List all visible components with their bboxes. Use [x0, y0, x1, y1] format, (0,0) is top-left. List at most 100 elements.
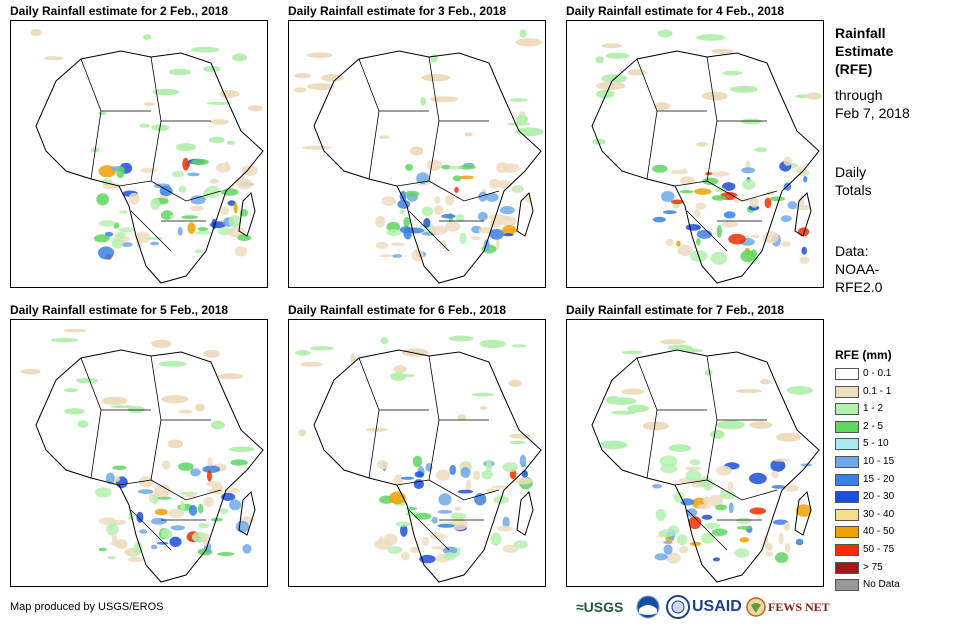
rainfall-patch: [685, 466, 702, 471]
rainfall-patch: [386, 229, 402, 236]
rainfall-patch: [750, 234, 760, 239]
legend-swatch: [835, 579, 859, 592]
rainfall-patch: [435, 469, 451, 481]
map-panel-feb6: [288, 319, 546, 587]
dhs-seal-logo: [666, 594, 690, 620]
rainfall-patch: [194, 249, 203, 254]
rainfall-patch: [670, 169, 688, 175]
rainfall-patch: [228, 446, 255, 453]
rainfall-patch: [172, 170, 185, 178]
rainfall-patch: [739, 537, 750, 543]
rainfall-patch: [167, 439, 184, 449]
rainfall-patch: [795, 204, 811, 211]
country-boundary: [238, 491, 256, 536]
rainfall-patch: [795, 504, 812, 517]
rainfall-patch: [749, 197, 759, 208]
rainfall-patch: [410, 146, 424, 156]
rainfall-patch: [157, 496, 172, 500]
rainfall-patch: [63, 328, 87, 333]
map-panel-feb7: [566, 319, 824, 587]
rainfall-patch: [679, 190, 694, 194]
rainfall-patch: [219, 89, 240, 98]
rainfall-patch: [397, 199, 410, 209]
rainfall-patch: [495, 238, 500, 250]
rainfall-patch: [159, 185, 173, 197]
rainfall-patch: [503, 233, 514, 237]
rainfall-patch: [300, 361, 323, 367]
rainfall-patch: [20, 368, 41, 375]
rainfall-patch: [234, 246, 248, 257]
rainfall-patch: [805, 92, 822, 100]
rainfall-patch: [210, 420, 225, 430]
rainfall-patch: [181, 215, 199, 220]
rainfall-patch: [202, 465, 221, 473]
legend-label: 1 - 2: [863, 403, 884, 415]
rainfall-patch: [485, 192, 499, 202]
rainfall-patch: [673, 491, 684, 503]
rainfall-patch: [64, 408, 85, 415]
rainfall-patch: [765, 551, 774, 557]
rainfall-patch: [663, 544, 673, 555]
rainfall-patch: [383, 533, 398, 546]
country-boundary: [118, 120, 162, 187]
rainfall-patch: [455, 214, 465, 223]
rainfall-patch: [419, 554, 436, 564]
rainfall-patch: [795, 538, 804, 546]
rainfall-patch: [803, 176, 808, 183]
rainfall-patch: [208, 136, 225, 143]
rainfall-patch: [661, 191, 675, 202]
rainfall-patch: [722, 70, 743, 76]
rainfall-patch: [659, 455, 678, 468]
rainfall-patch: [76, 378, 99, 384]
side-data-line3: RFE2.0: [835, 279, 883, 295]
rainfall-patch: [458, 165, 476, 170]
country-boundary: [150, 479, 222, 501]
side-data-line1: Data:: [835, 243, 869, 259]
rainfall-patch: [658, 529, 675, 537]
rainfall-patch: [457, 489, 473, 494]
rainfall-patch: [437, 510, 453, 514]
rainfall-patch: [749, 472, 767, 485]
rainfall-patch: [659, 339, 686, 345]
rainfall-patch: [197, 227, 209, 232]
rainfall-patch: [194, 231, 212, 235]
rainfall-patch: [660, 463, 678, 474]
rainfall-patch: [411, 249, 424, 262]
rainfall-patch: [595, 81, 626, 90]
side-totals-line2: Totals: [835, 182, 872, 198]
rainfall-patch: [694, 208, 701, 218]
rainfall-patch: [464, 132, 473, 137]
rainfall-patch: [423, 218, 431, 228]
rainfall-patch: [642, 421, 669, 431]
rainfall-patch: [116, 166, 125, 179]
rainfall-patch: [786, 386, 813, 395]
rainfall-patch: [460, 467, 471, 478]
rainfall-patch: [390, 242, 405, 247]
rainfall-patch: [665, 238, 674, 246]
rainfall-patch: [198, 522, 210, 529]
rainfall-patch: [143, 102, 155, 106]
rainfall-patch: [441, 213, 456, 219]
country-boundary: [516, 491, 534, 536]
country-boundary: [686, 509, 728, 551]
country-boundary: [591, 50, 820, 284]
rainfall-patch: [209, 178, 220, 184]
rainfall-patch: [162, 460, 171, 470]
country-boundary: [428, 180, 500, 202]
rainfall-patch: [470, 235, 481, 241]
rainfall-patch: [459, 232, 467, 244]
rainfall-patch: [671, 199, 684, 205]
rainfall-patch: [742, 179, 756, 190]
rainfall-patch: [503, 163, 520, 173]
rainfall-patch: [704, 522, 721, 529]
legend-swatch: [835, 544, 859, 556]
rainfall-patch: [233, 202, 238, 214]
rainfall-patch: [596, 89, 615, 99]
rainfall-patch: [235, 520, 250, 533]
country-boundary: [90, 110, 102, 180]
rainfall-patch: [236, 178, 253, 190]
rainfall-patch: [736, 517, 752, 524]
country-boundary: [794, 491, 812, 536]
rainfall-patch: [203, 496, 214, 508]
country-boundary: [706, 479, 778, 501]
